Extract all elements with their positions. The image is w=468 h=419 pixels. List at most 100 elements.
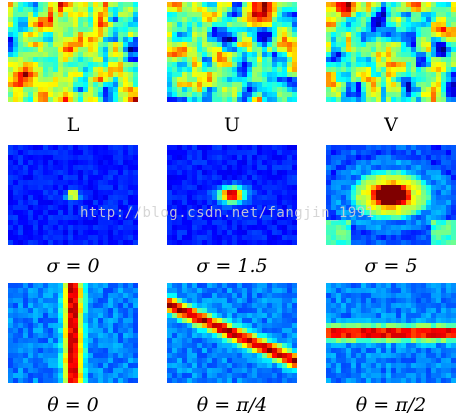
heatmap-cell [247,170,253,176]
heatmap-cell [287,200,293,206]
heatmap-cell [431,288,437,294]
heatmap-cell [78,165,84,171]
heatmap-cell [451,348,456,354]
heatmap-cell [187,205,193,211]
heatmap-cell [346,338,352,344]
heatmap-cell [217,205,223,211]
heatmap-cell [73,303,79,309]
heatmap-cell [446,12,452,18]
heatmap-cell [232,378,238,383]
heatmap-cell [182,338,188,344]
heatmap-cell [113,378,119,383]
heatmap-cell [406,308,412,314]
heatmap-cell [292,318,297,324]
heatmap-cell [78,47,84,53]
heatmap-cell [227,205,233,211]
heatmap-cell [182,42,188,48]
heatmap-cell [33,97,39,102]
heatmap-cell [451,37,456,43]
heatmap-cell [128,288,134,294]
heatmap-cell [108,170,114,176]
heatmap-cell [48,215,54,221]
heatmap-cell [326,62,332,68]
heatmap-cell [426,313,432,319]
heatmap-cell [128,348,134,354]
heatmap-cell [237,338,243,344]
heatmap-cell [172,288,178,294]
heatmap-cell [103,27,109,33]
heatmap-cell [113,363,119,369]
heatmap-cell [356,87,362,93]
heatmap-cell [411,323,417,329]
heatmap-cell [18,293,24,299]
heatmap-cell [113,87,119,93]
heatmap-cell [192,220,198,226]
heatmap-cell [108,303,114,309]
heatmap-cell [267,373,273,379]
heatmap-cell [58,32,64,38]
heatmap-cell [381,333,387,339]
heatmap-cell [386,92,392,98]
heatmap-cell [356,220,362,226]
heatmap-cell [118,185,124,191]
heatmap-cell [287,190,293,196]
heatmap-cell [212,323,218,329]
heatmap-cell [441,308,447,314]
heatmap-cell [252,378,258,383]
heatmap-cell [247,225,253,231]
heatmap-cell [441,225,447,231]
heatmap-cell [108,22,114,28]
heatmap-cell [197,298,203,304]
heatmap-cell [346,225,352,231]
heatmap-cell [242,293,248,299]
heatmap-cell [8,7,14,13]
heatmap-cell [287,37,293,43]
heatmap-cell [108,190,114,196]
heatmap-cell [48,27,54,33]
heatmap-cell [108,348,114,354]
heatmap-cell [93,318,99,324]
heatmap-cell [411,230,417,236]
heatmap-cell [426,82,432,88]
heatmap-cell [262,220,268,226]
heatmap-cell [78,378,84,383]
heatmap-cell [83,210,89,216]
heatmap-cell [63,288,69,294]
heatmap-cell [53,235,59,241]
heatmap-cell [28,378,34,383]
heatmap-cell [212,47,218,53]
heatmap-cell [13,303,19,309]
heatmap-cell [247,308,253,314]
heatmap-cell [421,37,427,43]
heatmap-cell [252,77,258,83]
heatmap-cell [441,2,447,8]
heatmap-cell [391,47,397,53]
heatmap-cell [43,318,49,324]
heatmap-cell [451,333,456,339]
heatmap-cell [247,17,253,23]
heatmap-cell [287,343,293,349]
heatmap-cell [267,348,273,354]
heatmap-cell [53,333,59,339]
heatmap-cell [451,353,456,359]
heatmap-cell [222,92,228,98]
heatmap-cell [376,170,382,176]
heatmap-cell [88,363,94,369]
heatmap-cell [267,368,273,374]
heatmap-cell [222,2,228,8]
heatmap-cell [282,205,288,211]
heatmap-cell [108,57,114,63]
heatmap-cell [396,27,402,33]
heatmap-cell [53,87,59,93]
heatmap-cell [182,155,188,161]
heatmap-cell [341,82,347,88]
heatmap-cell [436,318,442,324]
heatmap-cell [451,343,456,349]
heatmap-cell [272,52,278,58]
heatmap-cell [197,67,203,73]
heatmap-cell [197,235,203,241]
heatmap-cell [366,62,372,68]
heatmap-cell [68,2,74,8]
heatmap-cell [267,185,273,191]
heatmap-cell [356,170,362,176]
